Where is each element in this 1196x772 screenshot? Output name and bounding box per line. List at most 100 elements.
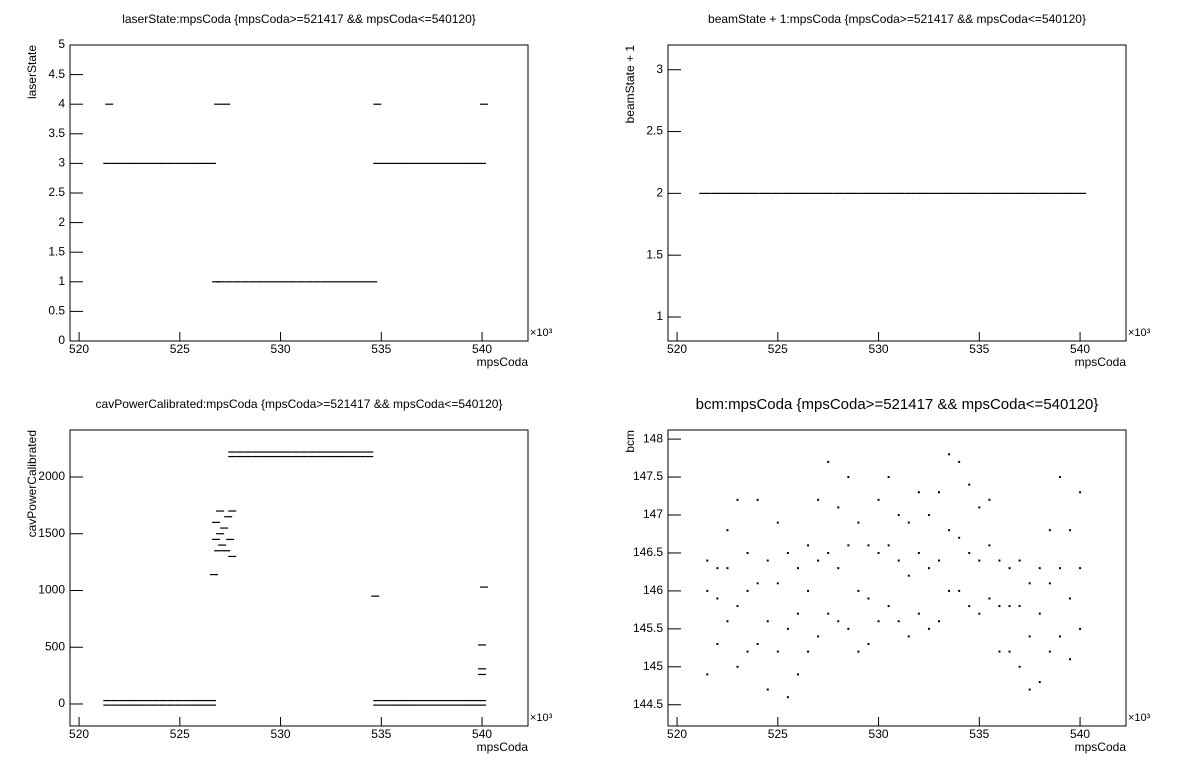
data-point — [365, 455, 374, 458]
data-point — [817, 559, 820, 562]
y-tick-label: 1 — [58, 274, 65, 288]
data-point — [892, 192, 905, 194]
data-point — [917, 491, 920, 494]
data-point — [820, 192, 833, 194]
data-point — [968, 483, 971, 486]
data-point — [1079, 491, 1082, 494]
data-point — [429, 162, 438, 164]
plot-panel: cavPowerCalibrated:mpsCoda {mpsCoda>=521… — [25, 397, 552, 754]
y-tick-label: 1500 — [38, 526, 65, 540]
x-multiplier: ×10³ — [530, 327, 553, 339]
data-point — [1028, 688, 1031, 691]
data-point — [280, 281, 289, 283]
data-point — [413, 704, 422, 706]
data-point — [907, 574, 910, 577]
data-point — [1037, 192, 1050, 194]
data-point — [111, 162, 120, 164]
data-point — [989, 192, 1002, 194]
y-tick-label: 0.5 — [48, 304, 65, 318]
data-point — [103, 699, 112, 702]
data-point — [716, 643, 719, 646]
data-point — [135, 162, 144, 164]
data-point — [706, 673, 709, 676]
data-point — [786, 551, 789, 554]
data-point — [244, 451, 253, 453]
data-point — [159, 704, 168, 706]
data-point — [948, 453, 951, 456]
plot-frame — [69, 44, 529, 342]
data-point — [877, 498, 880, 501]
data-point — [260, 451, 269, 453]
x-tick-label: 530 — [271, 342, 291, 356]
data-point — [308, 451, 317, 453]
data-point — [371, 595, 380, 597]
data-point — [256, 281, 265, 283]
data-point — [389, 704, 398, 706]
data-point — [904, 192, 917, 194]
data-point — [716, 597, 719, 600]
data-point — [857, 650, 860, 653]
data-point — [847, 544, 850, 547]
data-point — [218, 544, 227, 546]
data-point — [151, 162, 160, 164]
x-tick-label: 525 — [170, 342, 190, 356]
data-point — [199, 699, 208, 702]
data-point — [857, 521, 860, 524]
data-point — [324, 455, 333, 458]
x-tick-label: 540 — [1070, 727, 1090, 741]
data-point — [988, 498, 991, 501]
plot-frame — [69, 429, 529, 727]
y-tick-label: 3.5 — [48, 126, 65, 140]
data-point — [1068, 658, 1071, 661]
data-point — [1013, 192, 1026, 194]
data-point — [938, 491, 941, 494]
x-multiplier: ×10³ — [1128, 327, 1151, 339]
data-point — [212, 521, 221, 523]
data-point — [978, 506, 981, 509]
data-point — [332, 451, 341, 453]
data-point — [240, 281, 249, 283]
data-point — [938, 620, 941, 623]
data-point — [316, 451, 325, 453]
data-point — [837, 567, 840, 570]
data-point — [968, 551, 971, 554]
data-point — [397, 162, 406, 164]
data-point — [988, 544, 991, 547]
data-point — [111, 704, 120, 706]
data-point — [337, 281, 346, 283]
data-point — [365, 451, 374, 453]
data-point — [897, 620, 900, 623]
data-point — [887, 605, 890, 608]
data-point — [766, 688, 769, 691]
data-point — [228, 555, 237, 558]
data-point — [199, 162, 208, 164]
data-point — [856, 192, 869, 194]
data-point — [1008, 605, 1011, 608]
data-point — [1018, 559, 1021, 562]
data-point — [1058, 567, 1061, 570]
data-point — [357, 451, 366, 453]
data-point — [105, 103, 114, 105]
data-point — [332, 455, 341, 458]
data-point — [723, 192, 736, 194]
data-point — [373, 704, 382, 706]
y-tick-label: 500 — [45, 639, 65, 653]
x-tick-label: 530 — [271, 727, 291, 741]
data-point — [706, 559, 709, 562]
data-point — [228, 455, 237, 458]
data-point — [159, 699, 168, 702]
data-point — [453, 699, 462, 702]
data-point — [1008, 650, 1011, 653]
x-tick-label: 520 — [69, 342, 89, 356]
data-point — [808, 192, 821, 194]
data-point — [1068, 529, 1071, 532]
data-point — [736, 605, 739, 608]
data-point — [191, 162, 200, 164]
data-point — [747, 192, 760, 194]
x-tick-label: 535 — [969, 342, 989, 356]
data-point — [927, 514, 930, 517]
data-point — [736, 498, 739, 501]
data-point — [837, 506, 840, 509]
data-point — [389, 162, 398, 164]
data-point — [212, 538, 221, 541]
